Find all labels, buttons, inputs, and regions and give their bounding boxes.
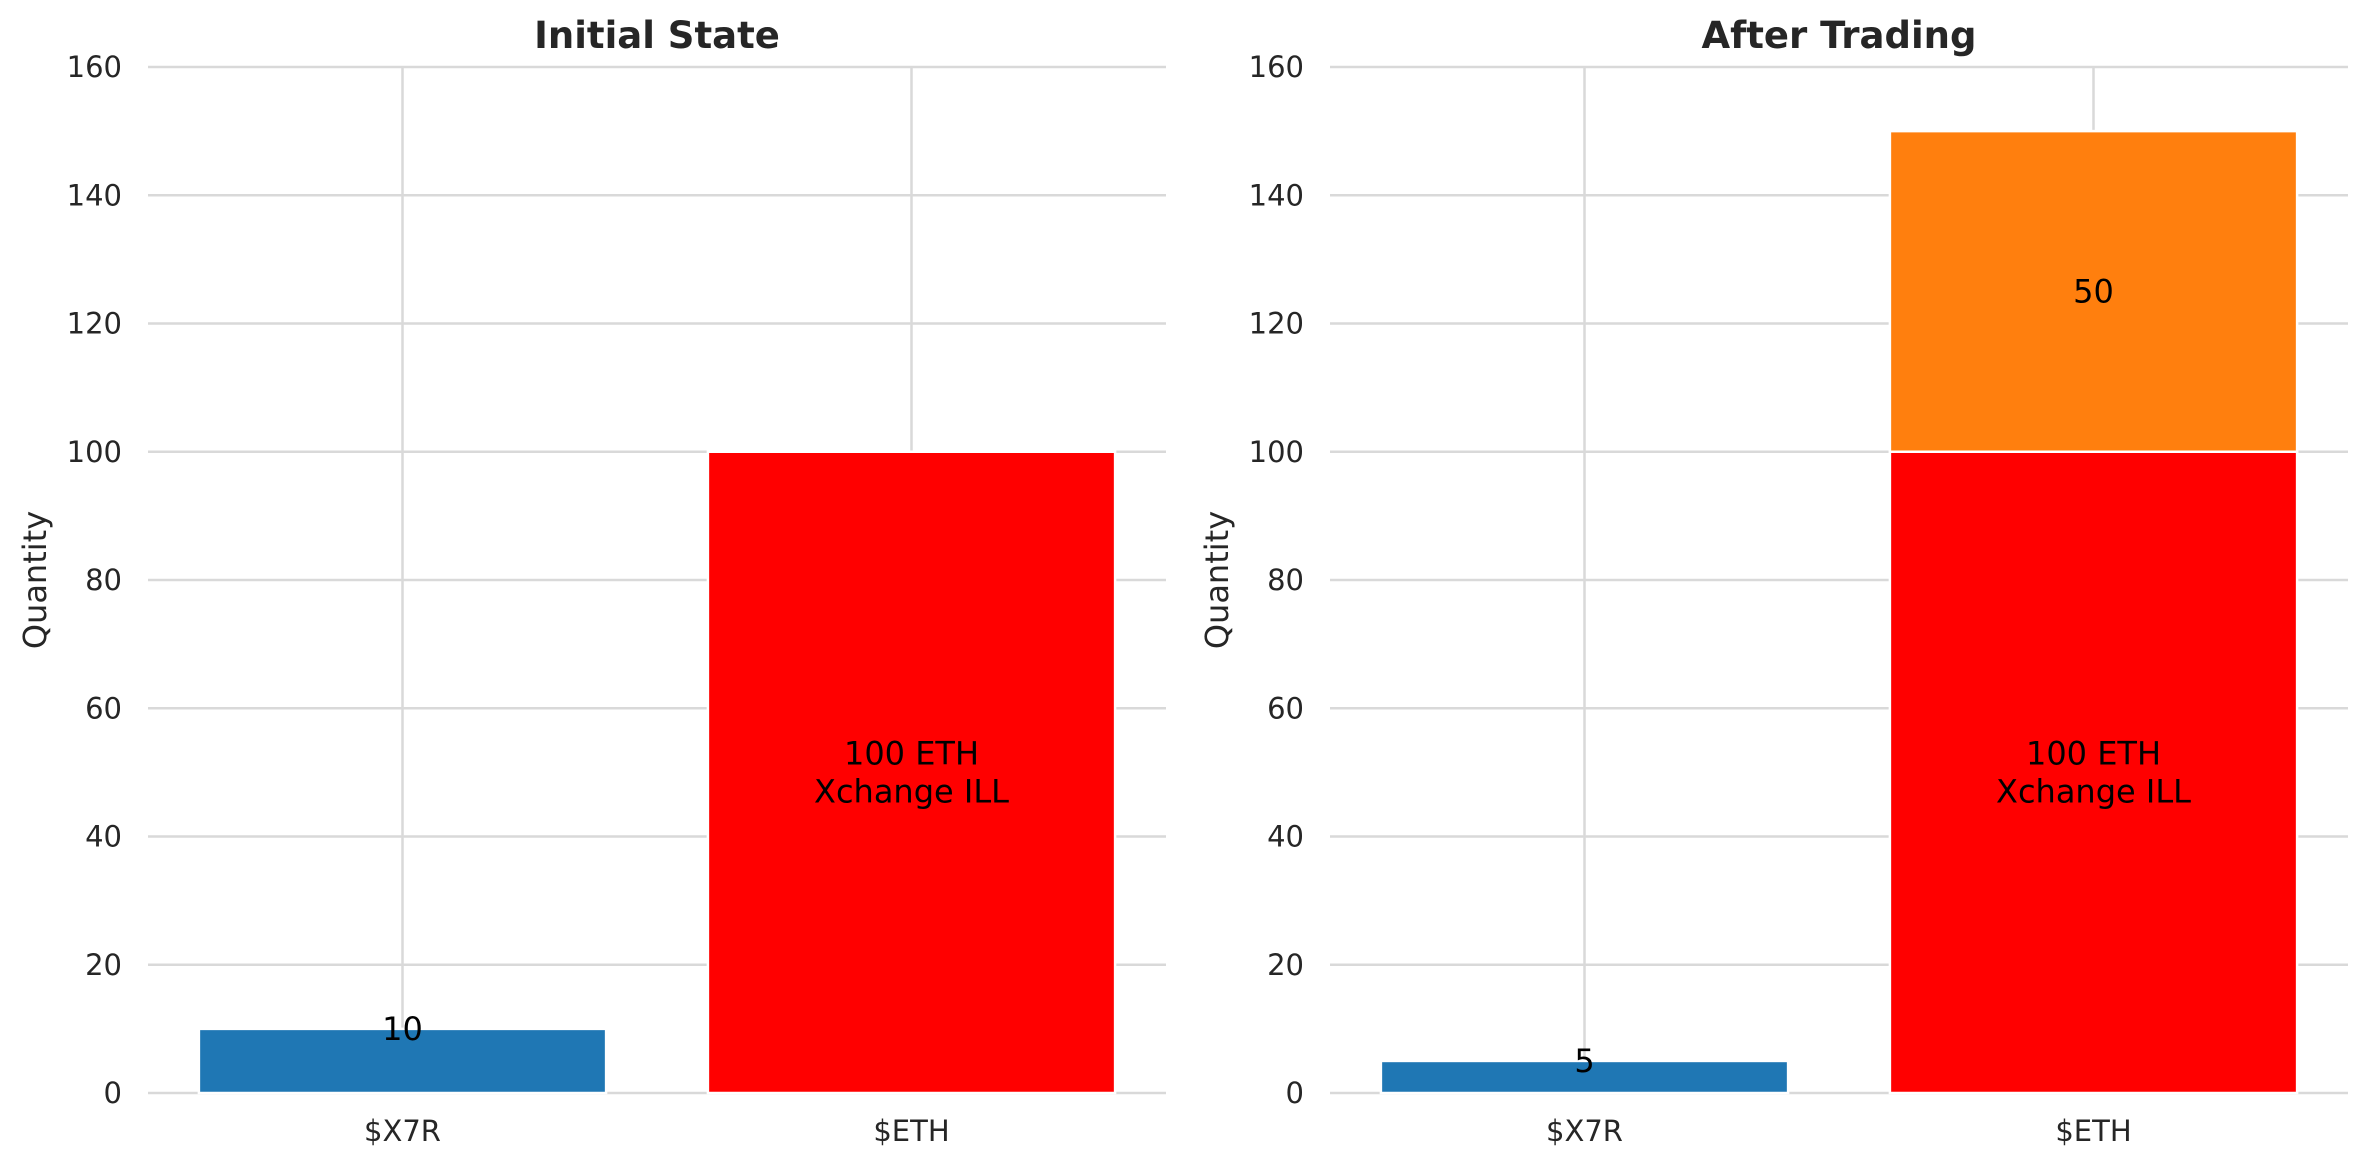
chart-panel-2: 5 100 ETH Xchange ILL 50 0 20 40 60 80 100 120 140 1… bbox=[1198, 14, 2348, 1148]
x-tick-label: $ETH bbox=[2055, 1114, 2131, 1148]
y-tick-label: 140 bbox=[67, 178, 122, 212]
bar bbox=[1379, 1059, 1790, 1095]
y-tick-label: 160 bbox=[67, 50, 122, 84]
x-tick-label: $ETH bbox=[873, 1114, 949, 1148]
y-tick-label: 0 bbox=[1286, 1076, 1304, 1110]
y-tick-label: 160 bbox=[1249, 50, 1304, 84]
y-axis-label: Quantity bbox=[1198, 511, 1236, 649]
x-tick-label: $X7R bbox=[1546, 1114, 1623, 1148]
bar bbox=[197, 1027, 608, 1095]
y-tick-label: 60 bbox=[85, 691, 122, 725]
y-tick-label: 40 bbox=[1267, 820, 1304, 854]
bar bbox=[1888, 129, 2299, 453]
y-axis-label: Quantity bbox=[16, 511, 54, 649]
y-tick-label: 40 bbox=[85, 820, 122, 854]
y-tick-label: 120 bbox=[1249, 307, 1304, 341]
bar-data-label: 10 bbox=[382, 1010, 423, 1048]
y-tick-label: 80 bbox=[1267, 563, 1304, 597]
chart-panel-1: 10 100 ETH Xchange ILL 0 20 40 60 80 100 120 140 16… bbox=[16, 14, 1166, 1148]
y-tick-label: 100 bbox=[67, 435, 122, 469]
bar-data-label: 100 ETH Xchange ILL bbox=[814, 734, 1009, 810]
x-tick-label: $X7R bbox=[364, 1114, 441, 1148]
y-tick-label: 100 bbox=[1249, 435, 1304, 469]
bar-data-label: 50 bbox=[2073, 272, 2114, 310]
bar bbox=[706, 450, 1117, 1095]
bar-data-label: 100 ETH Xchange ILL bbox=[1996, 734, 2191, 810]
bar-data-label: 5 bbox=[1574, 1042, 1594, 1080]
chart-title: After Trading bbox=[1701, 14, 1976, 57]
y-tick-label: 20 bbox=[85, 948, 122, 982]
y-tick-label: 0 bbox=[104, 1076, 122, 1110]
y-tick-label: 120 bbox=[67, 307, 122, 341]
y-tick-label: 140 bbox=[1249, 178, 1304, 212]
y-tick-label: 20 bbox=[1267, 948, 1304, 982]
y-tick-label: 60 bbox=[1267, 691, 1304, 725]
y-tick-label: 80 bbox=[85, 563, 122, 597]
chart-title: Initial State bbox=[534, 14, 780, 57]
